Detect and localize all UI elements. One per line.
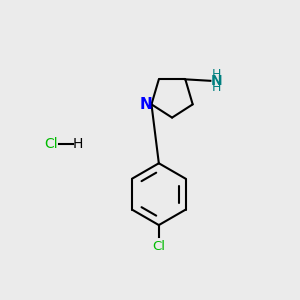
Text: Cl: Cl [152, 240, 165, 253]
Text: H: H [73, 137, 83, 151]
Text: H: H [212, 81, 221, 94]
Text: N: N [140, 97, 152, 112]
Text: Cl: Cl [44, 137, 58, 151]
Text: H: H [212, 68, 221, 81]
Text: N: N [211, 74, 223, 88]
